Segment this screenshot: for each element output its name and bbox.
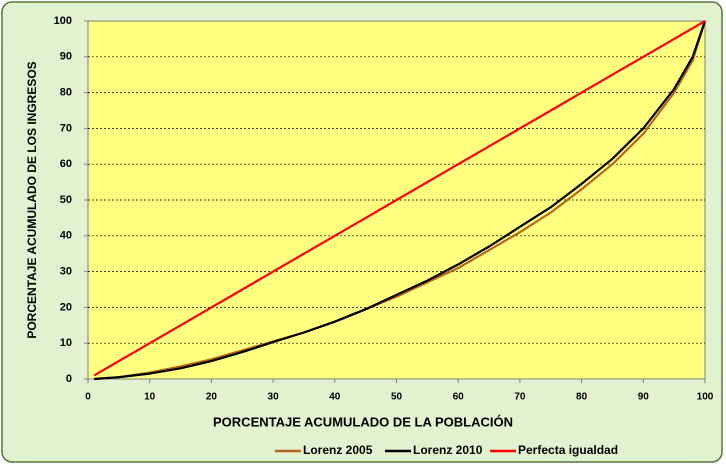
series-line xyxy=(93,20,706,377)
series-line xyxy=(94,20,707,381)
x-tick-label: 70 xyxy=(514,392,526,403)
x-tick-label: 0 xyxy=(85,392,91,403)
y-tick-label: 0 xyxy=(66,373,72,385)
x-tick-label: 10 xyxy=(144,392,156,403)
x-tick-label: 40 xyxy=(329,392,341,403)
x-tick-label: 20 xyxy=(206,392,218,403)
y-tick-label: 100 xyxy=(54,15,72,27)
x-axis-title: PORCENTAJE ACUMULADO DE LA POBLACIÓN xyxy=(213,414,513,429)
x-tick-label: 50 xyxy=(391,392,403,403)
y-tick-label: 60 xyxy=(60,158,72,170)
y-tick-label: 70 xyxy=(60,122,72,134)
y-tick-label: 90 xyxy=(60,51,72,63)
y-tick-label: 10 xyxy=(60,337,72,349)
legend-label: Perfecta igualdad xyxy=(518,443,618,457)
series-line xyxy=(94,20,707,381)
x-tick-label: 30 xyxy=(268,392,280,403)
y-tick-label: 50 xyxy=(60,194,72,206)
legend-label: Lorenz 2005 xyxy=(303,443,373,457)
y-axis-title: PORCENTAJE ACUMULADO DE LOS INGRESOS xyxy=(25,61,39,338)
x-tick-label: 60 xyxy=(453,392,465,403)
x-tick-label: 80 xyxy=(576,392,588,403)
x-tick-label: 100 xyxy=(697,392,714,403)
legend-label: Lorenz 2010 xyxy=(413,443,483,457)
y-tick-label: 30 xyxy=(60,266,72,278)
y-tick-label: 20 xyxy=(60,301,72,313)
y-tick-label: 80 xyxy=(60,87,72,99)
x-tick-label: 90 xyxy=(638,392,650,403)
y-tick-label: 40 xyxy=(60,230,72,242)
